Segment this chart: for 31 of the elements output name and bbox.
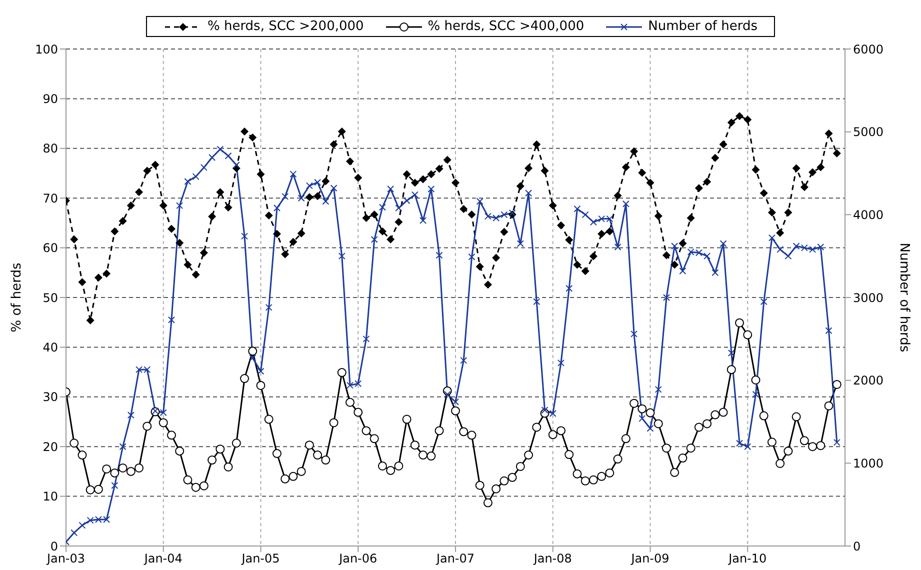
x-tick-label: Jan-10 bbox=[728, 552, 767, 566]
y2-axis-title: Number of herds bbox=[896, 242, 912, 352]
y2-tick-label: 0 bbox=[853, 539, 861, 554]
x-tick-label: Jan-09 bbox=[630, 552, 670, 566]
legend-label: % herds, SCC >400,000 bbox=[428, 19, 584, 34]
y-tick-label: 80 bbox=[42, 142, 58, 156]
x-tick-label: Jan-05 bbox=[240, 552, 280, 566]
y2-tick-label: 6000 bbox=[853, 42, 884, 56]
y2-tick-label: 2000 bbox=[853, 374, 884, 388]
y-tick-label: 0 bbox=[50, 539, 58, 554]
x-tick-label: Jan-08 bbox=[532, 552, 572, 566]
y-tick-label: 70 bbox=[42, 191, 58, 206]
y2-tick-label: 1000 bbox=[853, 456, 884, 470]
y-tick-label: 50 bbox=[42, 290, 58, 305]
y-tick-label: 40 bbox=[42, 340, 58, 354]
x-tick-label: Jan-06 bbox=[338, 552, 378, 566]
legend-label: Number of herds bbox=[648, 19, 758, 34]
y-tick-label: 20 bbox=[42, 440, 58, 454]
y-tick-label: 60 bbox=[42, 241, 58, 256]
y2-tick-label: 5000 bbox=[853, 125, 884, 140]
y-tick-label: 10 bbox=[42, 490, 58, 504]
legend-label: % herds, SCC >200,000 bbox=[207, 19, 364, 34]
y-tick-label: 30 bbox=[42, 390, 58, 404]
x-tick-label: Jan-07 bbox=[435, 552, 475, 566]
y2-tick-label: 3000 bbox=[853, 290, 884, 305]
y-axis-title: % of herds bbox=[10, 262, 25, 332]
x-tick-label: Jan-03 bbox=[46, 552, 86, 566]
y2-tick-label: 4000 bbox=[853, 208, 884, 222]
x-tick-label: Jan-04 bbox=[143, 552, 182, 566]
y-tick-label: 90 bbox=[42, 92, 58, 106]
y-tick-label: 100 bbox=[35, 42, 58, 56]
